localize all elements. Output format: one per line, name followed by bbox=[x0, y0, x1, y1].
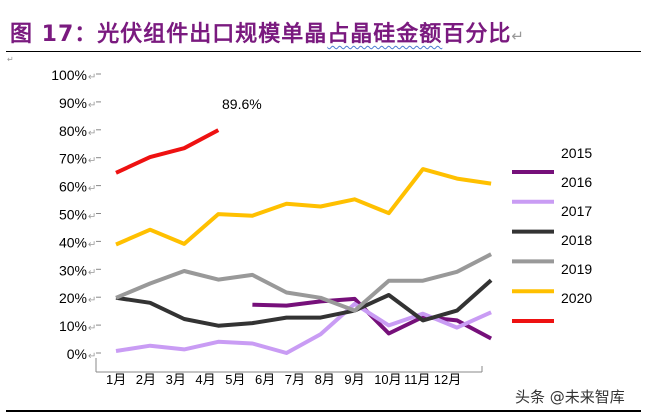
legend-label: 2015 bbox=[561, 145, 592, 161]
legend-label: 2020 bbox=[561, 290, 592, 306]
x-tick-label: 4月 bbox=[195, 372, 215, 387]
x-tick-label: 2月 bbox=[136, 372, 156, 387]
x-tick-label: 11月 bbox=[404, 372, 431, 387]
y-tick-label: 30% bbox=[59, 262, 87, 278]
chart-frame bbox=[95, 358, 483, 373]
title-part1: 光伏组件出口规模单晶 bbox=[97, 22, 328, 47]
x-tick-label: 8月 bbox=[315, 372, 335, 387]
watermark: 头条 @未来智库 bbox=[515, 388, 625, 406]
y-tick-label: 20% bbox=[59, 290, 87, 306]
series-line-2020 bbox=[115, 128, 220, 175]
legend-label: 2017 bbox=[561, 203, 592, 219]
x-tick-label: 1月 bbox=[106, 372, 126, 387]
x-tick-label: 7月 bbox=[285, 372, 305, 387]
x-tick-label: 12月 bbox=[434, 372, 461, 387]
paragraph-mark-icon: ↵ bbox=[511, 27, 525, 45]
y-tick-label: 60% bbox=[59, 179, 87, 195]
series-line-2017 bbox=[115, 278, 493, 328]
figure-label: 图 17： bbox=[10, 22, 98, 47]
y-tick-label: 70% bbox=[59, 151, 87, 167]
series-line-2018 bbox=[115, 252, 493, 313]
legend-label: 2019 bbox=[561, 261, 592, 277]
x-axis: 1月 2月 3月 4月 5月 6月 7月 8月 9月 10月 11月 12月 bbox=[106, 372, 461, 387]
y-tick-label: 100% bbox=[51, 67, 87, 83]
title-part3: 百分比 bbox=[442, 22, 512, 47]
paragraph-mark-icon: ↵ bbox=[88, 100, 96, 111]
paragraph-mark-icon: ↵ bbox=[88, 351, 96, 362]
paragraph-mark-icon: ↵ bbox=[88, 239, 96, 250]
x-tick-label: 5月 bbox=[225, 372, 245, 387]
figure-title: 图 17：光伏组件出口规模单晶占晶硅金额百分比↵ bbox=[10, 16, 525, 48]
legend-label: 2018 bbox=[561, 232, 592, 248]
legend: 2015 2016 2017 2018 2019 2020 bbox=[512, 145, 592, 323]
paragraph-mark-icon: ↵ bbox=[88, 156, 96, 167]
y-tick-label: 10% bbox=[59, 318, 87, 334]
paragraph-mark-icon: ↵ bbox=[88, 72, 96, 83]
x-tick-label: 6月 bbox=[255, 372, 275, 387]
y-tick-label: 40% bbox=[59, 234, 87, 250]
title-part2: 占晶硅金额 bbox=[327, 22, 443, 47]
y-tick-label: 50% bbox=[59, 207, 87, 223]
title-rule bbox=[6, 51, 641, 52]
annotation-label: 89.6% bbox=[222, 96, 262, 112]
x-tick-label: 9月 bbox=[344, 372, 364, 387]
paragraph-mark-icon: ↵ bbox=[88, 212, 96, 223]
paragraph-mark-icon: ↵ bbox=[7, 55, 14, 64]
y-tick-label: 90% bbox=[59, 95, 87, 111]
x-tick-label: 10月 bbox=[374, 372, 401, 387]
series-line-2016 bbox=[115, 301, 492, 355]
series-line-2019 bbox=[115, 167, 492, 247]
y-axis: 0% ↵10% ↵20% ↵30% ↵40% ↵50% ↵60% ↵70% ↵80% ↵90% ↵1… bbox=[51, 67, 101, 362]
bottom-rule bbox=[6, 410, 641, 412]
paragraph-mark-icon: ↵ bbox=[88, 295, 96, 306]
paragraph-mark-icon: ↵ bbox=[88, 184, 96, 195]
legend-label: 2016 bbox=[561, 174, 592, 190]
paragraph-mark-icon: ↵ bbox=[88, 267, 96, 278]
y-tick-label: 80% bbox=[59, 123, 87, 139]
x-tick-label: 3月 bbox=[166, 372, 186, 387]
paragraph-mark-icon: ↵ bbox=[88, 323, 96, 334]
y-tick-label: 0% bbox=[67, 346, 87, 362]
paragraph-mark-icon: ↵ bbox=[88, 128, 96, 139]
series-lines bbox=[115, 128, 493, 355]
